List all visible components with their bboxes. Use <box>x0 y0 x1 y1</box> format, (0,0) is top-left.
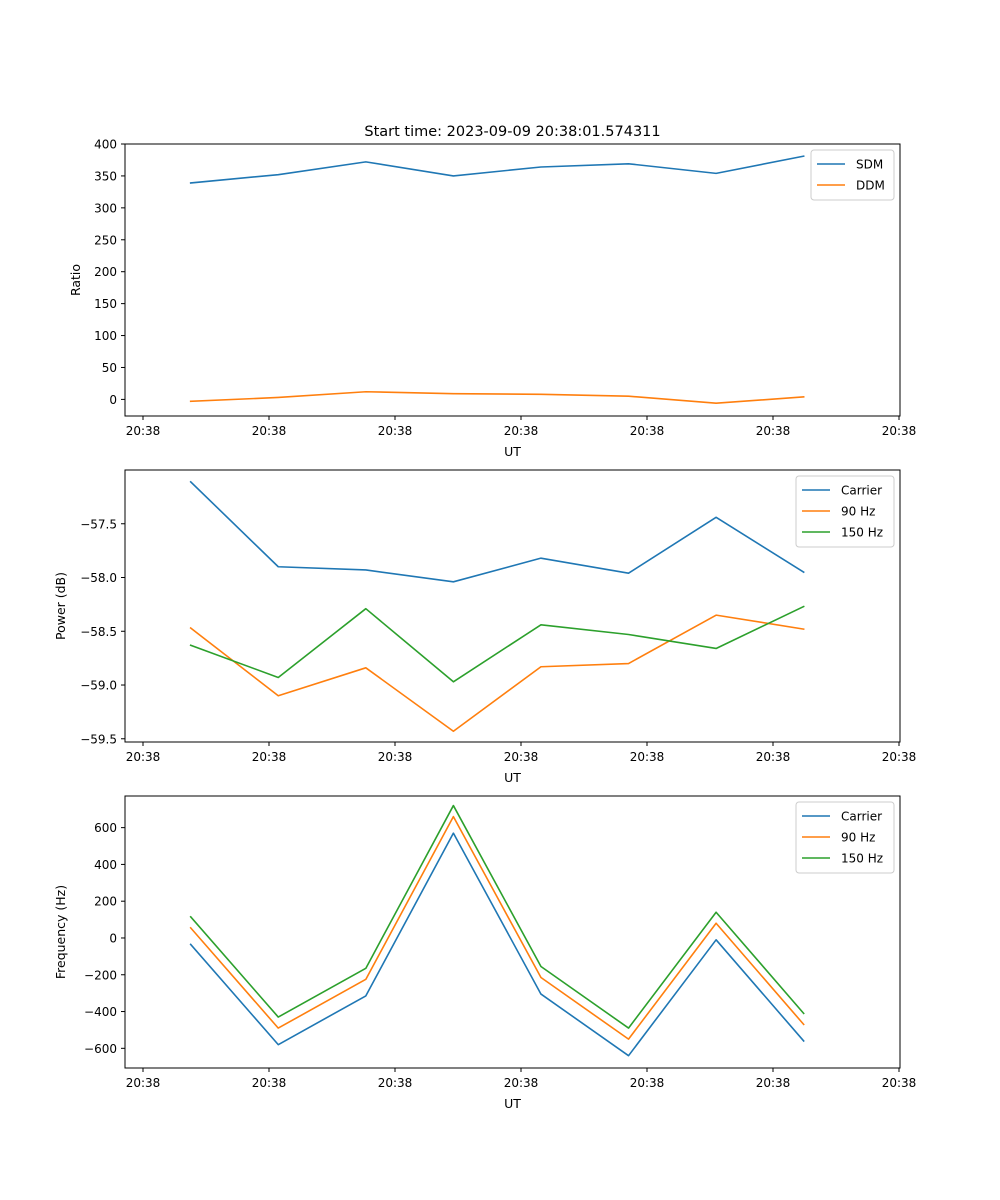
y-axis-label: Frequency (Hz) <box>53 885 68 979</box>
y-tick-label: −200 <box>84 968 117 982</box>
legend-label: DDM <box>856 179 885 193</box>
legend-box <box>795 475 895 548</box>
series-line-sdm <box>189 155 805 184</box>
y-tick-label: −400 <box>84 1005 117 1019</box>
x-tick-label: 20:38 <box>882 1076 917 1090</box>
legend-box <box>810 149 895 201</box>
x-tick-label: 20:38 <box>252 1076 287 1090</box>
plot-frame <box>124 143 901 417</box>
plot-frame <box>124 795 901 1069</box>
legend-box <box>795 801 895 874</box>
series-line-90-hz <box>189 815 805 1040</box>
figure-title: Start time: 2023-09-09 20:38:01.574311 <box>364 124 660 140</box>
y-tick-label: 0 <box>109 393 117 407</box>
x-tick-label: 20:38 <box>126 1076 161 1090</box>
x-axis-label: UT <box>504 444 521 459</box>
y-tick-label: 400 <box>94 858 117 872</box>
y-tick-label: −58.5 <box>80 625 117 639</box>
x-axis-label: UT <box>504 1096 521 1111</box>
y-tick-label: −59.5 <box>80 732 117 746</box>
x-tick-label: 20:38 <box>378 750 413 764</box>
frequency-panel: −600 −400 −200 0 200 400 600 20:38 20:38 20:38 20:… <box>53 795 917 1111</box>
legend-label: Carrier <box>841 810 882 824</box>
power-panel: −59.5 −59.0 −58.5 −58.0 −57.5 20:38 20:38 20:38… <box>53 469 917 785</box>
x-tick-label: 20:38 <box>504 1076 539 1090</box>
x-tick-label: 20:38 <box>756 750 791 764</box>
y-tick-label: 0 <box>109 931 117 945</box>
y-tick-label: 300 <box>94 201 117 215</box>
x-tick-label: 20:38 <box>378 1076 413 1090</box>
y-tick-label: −600 <box>84 1042 117 1056</box>
series-line-ddm <box>189 390 805 405</box>
y-tick-label: −57.5 <box>80 517 117 531</box>
legend: Carrier 90 Hz 150 Hz <box>795 475 895 548</box>
legend-label: Carrier <box>841 484 882 498</box>
y-tick-label: 50 <box>102 361 117 375</box>
y-tick-label: 200 <box>94 265 117 279</box>
legend: Carrier 90 Hz 150 Hz <box>795 801 895 874</box>
y-tick-label: 600 <box>94 821 117 835</box>
x-tick-label: 20:38 <box>882 750 917 764</box>
y-axis-label: Power (dB) <box>53 572 68 640</box>
x-tick-label: 20:38 <box>756 424 791 438</box>
y-tick-label: 100 <box>94 329 117 343</box>
x-tick-label: 20:38 <box>252 424 287 438</box>
y-tick-label: −59.0 <box>80 679 117 693</box>
series-line-carrier <box>189 832 805 1057</box>
y-axis-label: Ratio <box>68 264 83 296</box>
series-line-150-hz <box>189 605 805 683</box>
series-line-150-hz <box>189 804 805 1029</box>
x-tick-label: 20:38 <box>126 424 161 438</box>
x-tick-label: 20:38 <box>756 1076 791 1090</box>
legend-label: 150 Hz <box>841 852 883 866</box>
legend-label: 150 Hz <box>841 526 883 540</box>
x-tick-label: 20:38 <box>630 424 665 438</box>
y-tick-label: 350 <box>94 169 117 183</box>
legend-label: 90 Hz <box>841 831 875 845</box>
series-line-carrier <box>189 480 805 583</box>
x-tick-label: 20:38 <box>378 424 413 438</box>
legend-label: 90 Hz <box>841 505 875 519</box>
x-tick-label: 20:38 <box>630 750 665 764</box>
legend-label: SDM <box>856 158 883 172</box>
y-tick-label: −58.0 <box>80 571 117 585</box>
plot-frame <box>124 469 901 743</box>
x-axis-label: UT <box>504 770 521 785</box>
x-tick-label: 20:38 <box>882 424 917 438</box>
x-tick-label: 20:38 <box>630 1076 665 1090</box>
x-tick-label: 20:38 <box>504 424 539 438</box>
series-line-90-hz <box>189 614 805 733</box>
y-tick-label: 150 <box>94 297 117 311</box>
legend: SDM DDM <box>810 149 895 201</box>
y-tick-label: 200 <box>94 895 117 909</box>
y-tick-label: 250 <box>94 233 117 247</box>
y-tick-label: 400 <box>94 138 117 152</box>
x-tick-label: 20:38 <box>252 750 287 764</box>
x-tick-label: 20:38 <box>504 750 539 764</box>
ratio-panel: 0 50 100 150 200 250 300 350 400 20:38 20:38 20:38 2… <box>68 138 916 460</box>
x-tick-label: 20:38 <box>126 750 161 764</box>
